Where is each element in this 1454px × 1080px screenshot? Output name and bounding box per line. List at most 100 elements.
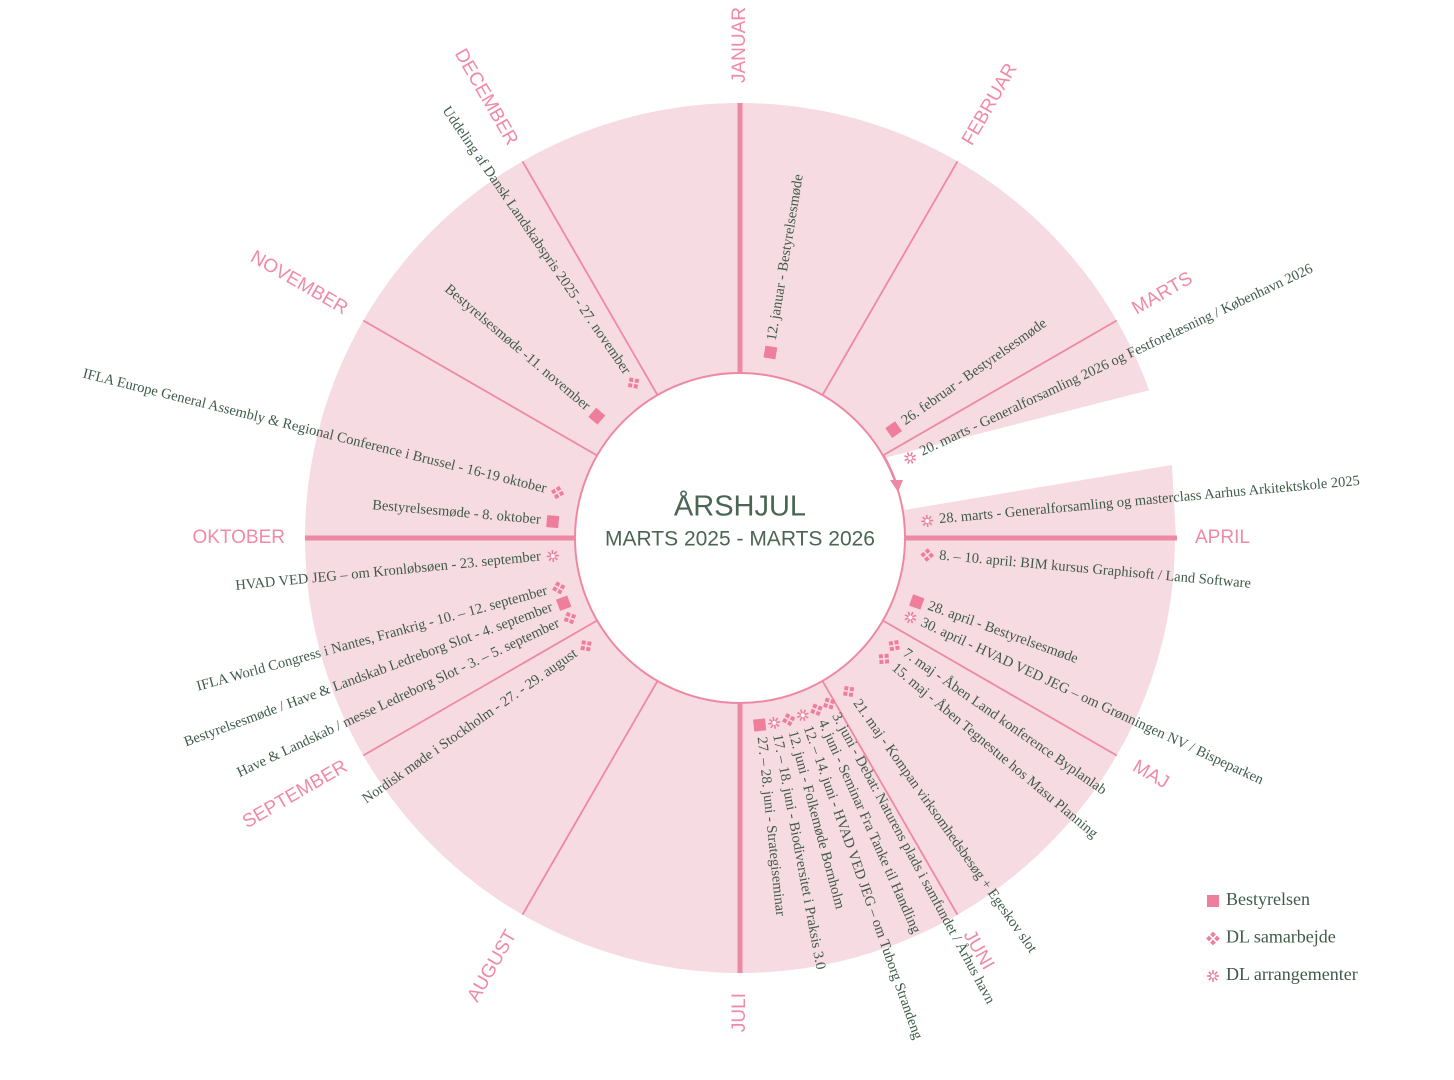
month-label: AUGUST	[463, 926, 521, 1005]
diamond	[920, 551, 927, 558]
icon-asterisk	[904, 452, 917, 464]
month-label: MARTS	[1129, 268, 1197, 319]
icon-diamonds	[552, 581, 566, 595]
diamond	[586, 641, 592, 646]
april-extension	[905, 465, 1176, 538]
diamond	[559, 584, 566, 590]
icon-asterisk	[546, 549, 559, 563]
square	[909, 594, 925, 610]
month-label: APRIL	[1195, 527, 1250, 548]
legend-label: DL samarbejde	[1226, 927, 1336, 947]
diamond	[924, 556, 930, 562]
month-label: JULI	[729, 993, 750, 1032]
month-divider	[521, 680, 659, 916]
diamond	[888, 640, 894, 646]
square	[763, 345, 778, 360]
wheel-subtitle: MARTS 2025 - MARTS 2026	[605, 528, 875, 551]
diamond	[555, 485, 562, 492]
diamond	[815, 710, 821, 716]
month-label: NOVEMBER	[247, 247, 352, 320]
diamond	[1210, 931, 1216, 938]
diamond	[849, 686, 855, 692]
icon-square	[555, 595, 572, 611]
diamond	[784, 712, 791, 719]
icon-asterisk	[768, 716, 781, 729]
icon-diamonds	[627, 377, 640, 389]
diamond	[628, 377, 634, 383]
icon-diamonds	[843, 685, 855, 698]
diamond	[817, 705, 823, 711]
icon-square	[885, 421, 902, 438]
diamond	[1206, 935, 1212, 942]
month-divider	[521, 160, 659, 396]
diamond	[848, 692, 854, 698]
diamond	[843, 691, 848, 697]
square	[555, 595, 572, 611]
diamond	[550, 488, 557, 495]
diamond	[580, 645, 586, 651]
icon-square	[753, 718, 767, 732]
diamond	[789, 715, 796, 722]
wheel-title: ÅRSHJUL	[674, 490, 806, 523]
diamond	[1214, 935, 1220, 942]
icon-diamonds	[563, 611, 577, 625]
icon-square	[588, 407, 606, 425]
diamond	[823, 702, 829, 708]
icon-asterisk	[1207, 970, 1219, 982]
diamond	[557, 589, 563, 595]
month-divider	[821, 160, 959, 396]
diamond	[810, 708, 816, 714]
diamond	[627, 382, 633, 388]
square	[885, 421, 902, 438]
icon-square	[546, 515, 560, 529]
diamond	[884, 653, 889, 658]
month-divider	[821, 680, 959, 916]
diamond	[634, 378, 640, 384]
square	[546, 515, 560, 529]
diamond	[879, 659, 884, 665]
icon-square	[1207, 895, 1219, 907]
icon-asterisk	[921, 514, 934, 528]
diamond	[570, 613, 577, 619]
arrow-head	[890, 480, 903, 492]
diamond	[786, 720, 793, 727]
diamond	[884, 659, 890, 664]
month-label: MAJ	[1129, 756, 1172, 793]
legend-label: Bestyrelsen	[1226, 889, 1310, 909]
diamond	[1210, 939, 1216, 946]
icon-diamonds	[1206, 931, 1220, 946]
month-divider	[882, 319, 1118, 457]
icon-asterisk	[796, 709, 809, 722]
diamond	[830, 699, 836, 705]
square	[588, 407, 606, 425]
diamond	[563, 617, 569, 623]
icon-diamonds	[550, 485, 565, 500]
diamond	[565, 611, 571, 617]
month-divider	[362, 319, 598, 457]
inner-circle	[574, 372, 906, 704]
core	[800, 713, 805, 718]
icon-diamonds	[823, 697, 836, 710]
diamond	[878, 654, 884, 659]
month-label: JANUAR	[729, 7, 750, 83]
core	[908, 615, 913, 620]
square	[753, 718, 767, 732]
diamond	[924, 548, 931, 554]
icon-diamonds	[888, 639, 900, 652]
core	[550, 554, 555, 559]
diamond	[558, 490, 565, 497]
core	[925, 518, 930, 523]
diamond	[554, 581, 561, 587]
diamond	[812, 703, 818, 709]
diamond	[782, 717, 788, 724]
icon-diamonds	[782, 712, 796, 727]
ring-gap	[884, 370, 1210, 510]
diamond	[569, 619, 575, 625]
core	[1211, 974, 1215, 978]
icon-square	[909, 594, 925, 610]
diamond	[894, 639, 899, 645]
month-divider	[362, 619, 598, 757]
diamond	[889, 646, 895, 652]
icon-diamonds	[580, 640, 592, 652]
